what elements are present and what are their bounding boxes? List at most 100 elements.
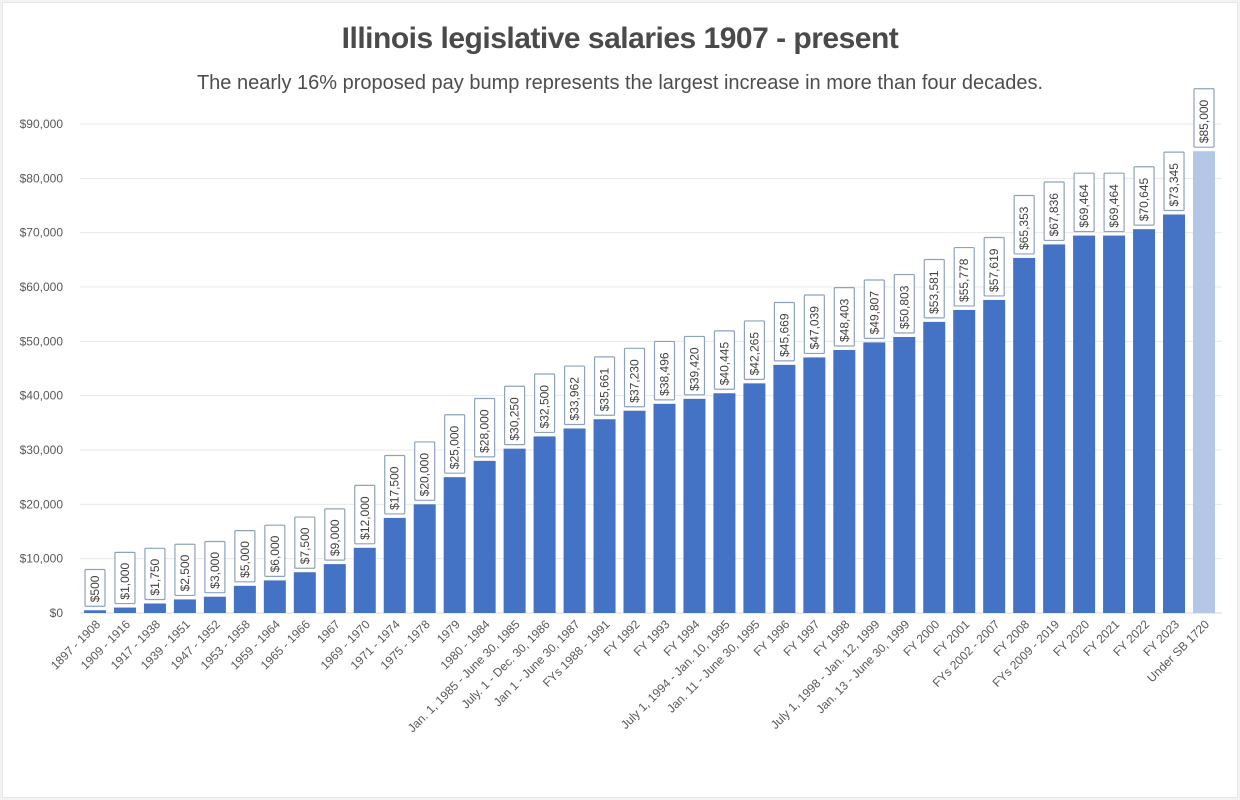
data-label: $65,353: [1013, 194, 1035, 255]
data-label-text: $20,000: [418, 453, 432, 497]
data-label-box: [893, 273, 915, 334]
bar: [1133, 229, 1156, 613]
data-label-box: [474, 397, 496, 458]
data-label-text: $45,669: [777, 313, 791, 357]
data-label-box: [923, 258, 945, 319]
data-label: $6,000: [264, 524, 286, 578]
data-label: $3,000: [204, 540, 226, 594]
data-label-text: $32,500: [538, 385, 552, 429]
data-label-text: $1,000: [118, 563, 132, 600]
data-label: $55,778: [953, 246, 975, 307]
data-label: $9,000: [324, 508, 346, 561]
data-label-text: $65,353: [1017, 206, 1031, 250]
data-label-box: [264, 524, 286, 578]
data-label: $48,403: [833, 287, 855, 347]
data-label-box: [1013, 194, 1035, 255]
data-label-text: $7,500: [298, 527, 312, 564]
bar: [1013, 257, 1036, 613]
data-label-box: [773, 301, 795, 362]
data-label: $500: [84, 568, 106, 607]
bar: [203, 596, 226, 613]
data-label-text: $55,778: [957, 258, 971, 302]
data-label: $20,000: [414, 441, 436, 501]
data-label: $32,500: [533, 373, 556, 434]
data-label-text: $37,230: [628, 359, 642, 403]
data-label-box: [743, 320, 766, 380]
bar: [293, 572, 316, 613]
bar: [1103, 235, 1126, 614]
data-label: $25,000: [444, 414, 466, 474]
data-label-text: $48,403: [837, 298, 851, 342]
data-label-text: $5,000: [238, 541, 252, 578]
data-label-text: $33,962: [568, 377, 582, 421]
bar: [923, 321, 946, 613]
data-label: $47,039: [803, 294, 825, 355]
data-label: $17,500: [384, 454, 406, 515]
bar: [773, 364, 796, 613]
data-label-box: [683, 335, 706, 396]
data-label-text: $30,250: [508, 397, 522, 441]
data-label-text: $17,500: [388, 466, 402, 510]
data-label: $7,500: [294, 516, 316, 569]
bar: [1163, 214, 1186, 613]
bar: [563, 428, 586, 613]
data-label: $28,000: [474, 397, 496, 458]
data-label: $1,000: [114, 551, 136, 605]
data-label-text: $47,039: [807, 306, 821, 350]
y-tick-label: $90,000: [20, 117, 64, 131]
data-label: $69,464: [1103, 172, 1125, 233]
bar: [803, 357, 826, 613]
data-label-box: [563, 365, 586, 426]
data-label: $70,645: [1133, 166, 1155, 226]
data-label-text: $12,000: [358, 496, 372, 540]
bar: [143, 603, 166, 613]
data-label-box: [414, 441, 436, 501]
data-label: $33,962: [563, 365, 586, 426]
data-label-text: $3,000: [208, 552, 222, 589]
data-label-box: [833, 287, 855, 347]
data-label: $39,420: [683, 335, 706, 396]
bar: [173, 599, 196, 613]
y-tick-label: $10,000: [20, 552, 64, 566]
y-tick-label: $80,000: [20, 171, 64, 185]
bar: [683, 398, 706, 613]
data-label: $67,836: [1043, 181, 1065, 242]
bar: [233, 585, 256, 613]
data-label-box: [84, 568, 106, 607]
bar: [323, 564, 346, 613]
y-tick-label: $0: [50, 606, 64, 620]
data-label: $85,000: [1193, 88, 1215, 148]
data-label-text: $25,000: [448, 425, 462, 469]
bar: [503, 448, 526, 613]
data-label-box: [324, 508, 346, 561]
data-label-box: [1043, 181, 1065, 242]
data-label-box: [533, 373, 556, 434]
data-label-box: [863, 279, 885, 339]
y-tick-label: $40,000: [20, 389, 64, 403]
data-label: $50,803: [893, 273, 915, 334]
bar: [623, 410, 646, 613]
data-label-text: $35,661: [598, 368, 612, 412]
bar: [653, 403, 676, 613]
bar: [953, 309, 976, 613]
data-label-text: $6,000: [268, 535, 282, 572]
bar: [413, 504, 436, 613]
bar: [84, 610, 106, 613]
data-label-box: [803, 294, 825, 355]
data-label-box: [623, 347, 646, 408]
data-label-text: $9,000: [328, 519, 342, 556]
data-label-text: $67,836: [1047, 193, 1061, 237]
bars: [84, 151, 1215, 614]
bar: [1193, 151, 1215, 613]
data-label-box: [234, 530, 256, 583]
data-label-text: $2,500: [178, 554, 192, 591]
bar: [353, 547, 376, 613]
data-label-box: [713, 330, 736, 390]
data-label-box: [1193, 88, 1215, 148]
data-label-text: $49,807: [867, 291, 881, 335]
data-label: $37,230: [623, 347, 646, 408]
data-label: $45,669: [773, 301, 795, 362]
y-tick-label: $30,000: [20, 443, 64, 457]
data-label-text: $28,000: [478, 409, 492, 453]
data-label-text: $500: [88, 575, 102, 602]
